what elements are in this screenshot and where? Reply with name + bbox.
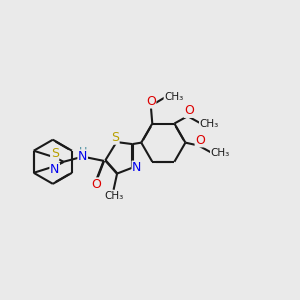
Text: CH₃: CH₃ xyxy=(200,118,219,128)
Text: O: O xyxy=(184,104,194,117)
Text: O: O xyxy=(195,134,205,147)
Text: S: S xyxy=(51,147,59,160)
Text: O: O xyxy=(92,178,101,191)
Text: N: N xyxy=(50,163,59,176)
Text: CH₃: CH₃ xyxy=(211,148,230,158)
Text: N: N xyxy=(78,150,87,163)
Text: CH₃: CH₃ xyxy=(164,92,183,102)
Text: N: N xyxy=(132,161,142,174)
Text: H: H xyxy=(79,147,87,157)
Text: CH₃: CH₃ xyxy=(104,190,123,201)
Text: S: S xyxy=(111,131,119,144)
Text: O: O xyxy=(146,95,156,108)
